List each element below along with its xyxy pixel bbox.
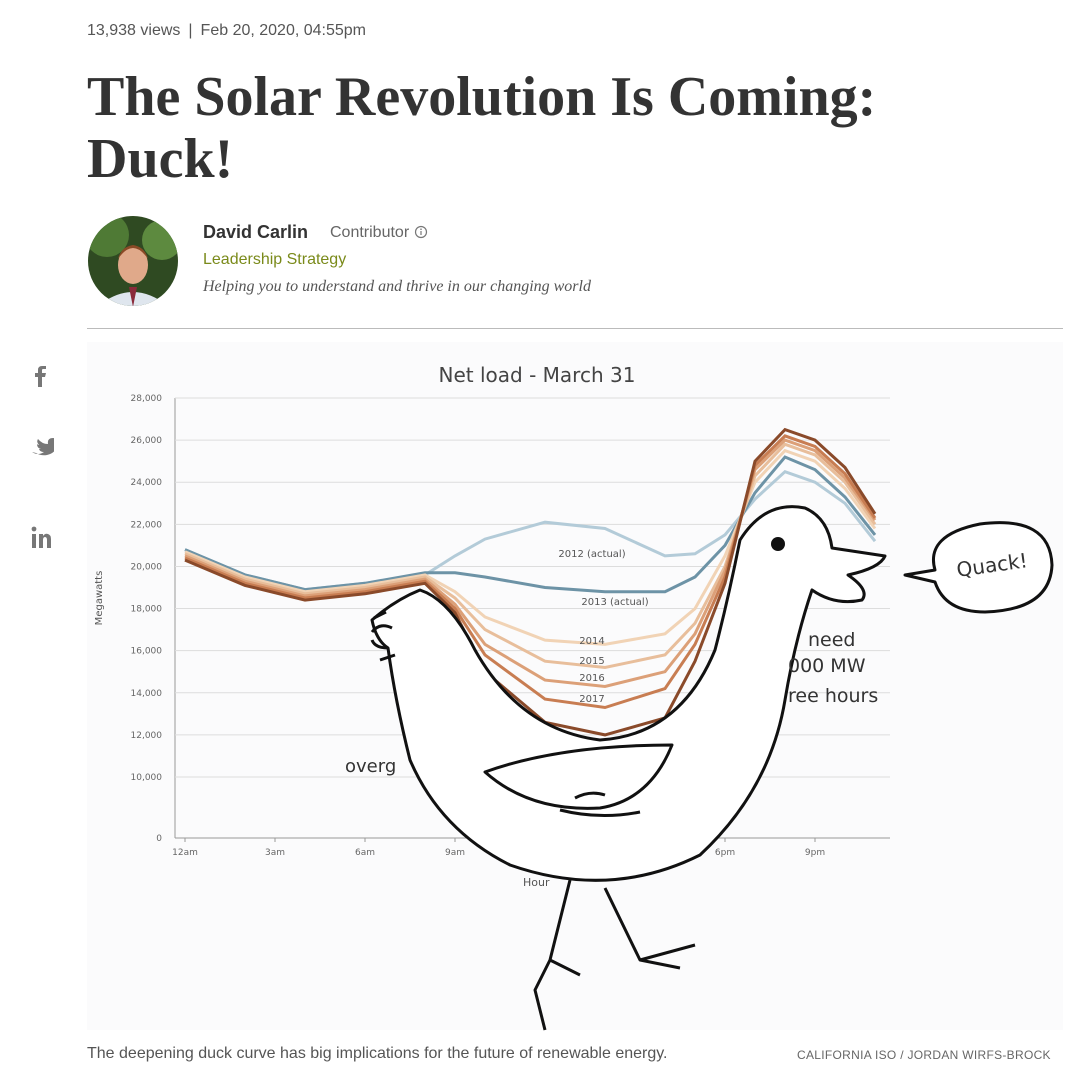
y-tick-label: 26,000: [131, 436, 163, 446]
x-tick-label: 3am: [265, 848, 285, 858]
separator: |: [188, 22, 193, 39]
series-label: 2012 (actual): [558, 549, 625, 560]
duck-hand: [370, 610, 396, 662]
duck-wing: [483, 743, 674, 818]
chart-title: Net load - March 31: [439, 363, 636, 387]
avatar[interactable]: [87, 215, 179, 307]
y-axis-label: Megawatts: [94, 571, 105, 626]
series-label: 2016: [579, 673, 604, 684]
divider: [87, 328, 1063, 329]
series-label: 2017: [579, 694, 604, 705]
series-line: [184, 448, 877, 646]
series-line: [184, 434, 877, 710]
y-tick-label: 0: [156, 834, 162, 844]
y-tick-label: 18,000: [131, 605, 163, 615]
series-label: 2015: [579, 656, 604, 667]
y-tick-label: 10,000: [131, 773, 163, 783]
series-line: [184, 438, 877, 689]
image-background: [87, 342, 1063, 1030]
date: Feb 20, 2020, 04:55pm: [200, 22, 366, 39]
x-tick-label: 6pm: [715, 848, 735, 858]
annotation: 000 MW: [788, 655, 866, 677]
series-line: [184, 455, 877, 594]
facebook-icon[interactable]: [35, 366, 46, 387]
x-tick-label: 9am: [445, 848, 465, 858]
author-role: Contributor: [330, 224, 428, 242]
speech-bubble: [903, 521, 1054, 614]
y-tick-label: 14,000: [131, 689, 163, 699]
article-title: The Solar Revolution Is Coming: Duck!: [87, 66, 877, 190]
article-meta: 13,938 views | Feb 20, 2020, 04:55pm: [87, 22, 374, 40]
author-section[interactable]: Leadership Strategy: [203, 251, 347, 268]
annotation: need: [808, 629, 855, 651]
series-label: 2013 (actual): [581, 597, 648, 608]
series-line: [184, 442, 877, 670]
twitter-icon[interactable]: [32, 438, 54, 456]
annotation: ree hours: [788, 685, 878, 707]
duck-legs: [533, 879, 696, 1031]
info-icon[interactable]: [414, 225, 428, 239]
role-text: Contributor: [330, 224, 410, 241]
y-tick-label: 24,000: [131, 478, 163, 488]
credit: CALIFORNIA ISO / JORDAN WIRFS-BROCK: [797, 1048, 1051, 1062]
x-tick-label: 9pm: [805, 848, 825, 858]
duck-eye: [771, 537, 785, 551]
duck-drawing: [370, 505, 1054, 1031]
share-bar: [31, 366, 54, 548]
y-tick-label: 28,000: [131, 394, 163, 404]
y-tick-label: 22,000: [131, 520, 163, 530]
y-tick-label: 16,000: [131, 647, 163, 657]
duck-body: [370, 505, 887, 882]
x-tick-label: 12am: [172, 848, 198, 858]
series-line: [184, 427, 877, 737]
series-label: 2014: [579, 636, 604, 647]
author-name[interactable]: David Carlin: [203, 222, 309, 242]
x-tick-label: 6am: [355, 848, 375, 858]
x-axis-label: Hour: [523, 876, 550, 889]
linkedin-icon[interactable]: [31, 526, 51, 548]
annotation: overg: [345, 756, 396, 777]
y-tick-label: 12,000: [131, 731, 163, 741]
y-tick-label: 20,000: [131, 562, 163, 572]
author-tagline: Helping you to understand and thrive in …: [203, 278, 591, 295]
views: 13,938 views: [87, 22, 181, 39]
caption: The deepening duck curve has big implica…: [87, 1045, 668, 1062]
